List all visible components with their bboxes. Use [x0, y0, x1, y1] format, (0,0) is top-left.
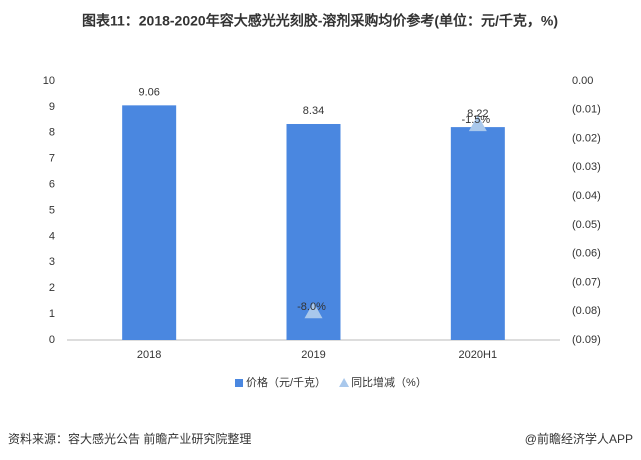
data-label: -8.0% — [297, 301, 326, 313]
data-label: 8.22 — [467, 108, 488, 120]
y-tick-label: 8 — [49, 127, 55, 139]
legend-label: 同比增减（%） — [351, 375, 427, 389]
legend-label: 价格（元/千克） — [246, 375, 326, 389]
data-label: 8.34 — [303, 105, 324, 117]
y-tick-label: 2 — [49, 282, 55, 294]
y-tick-label: 6 — [49, 179, 55, 191]
marker — [304, 302, 323, 319]
y2-tick-label: (0.03) — [572, 161, 601, 173]
x-tick-label: 2018 — [137, 349, 161, 361]
legend-swatch — [235, 379, 243, 387]
marker — [468, 115, 487, 132]
y2-tick-label: (0.08) — [572, 305, 601, 317]
y-tick-label: 1 — [49, 308, 55, 320]
y2-tick-label: 0.00 — [572, 75, 593, 87]
y-tick-label: 10 — [43, 75, 55, 87]
y2-tick-label: (0.02) — [572, 132, 601, 144]
y2-tick-label: (0.07) — [572, 276, 601, 288]
y2-tick-label: (0.04) — [572, 190, 601, 202]
y-tick-label: 5 — [49, 204, 55, 216]
y2-tick-label: (0.09) — [572, 334, 601, 346]
y-tick-label: 3 — [49, 256, 55, 268]
data-label: 9.06 — [138, 86, 159, 98]
y-tick-label: 0 — [49, 334, 55, 346]
y2-tick-label: (0.01) — [572, 104, 601, 116]
y-tick-label: 9 — [49, 101, 55, 113]
y-tick-label: 7 — [49, 153, 55, 165]
x-tick-label: 2020H1 — [459, 349, 498, 361]
y-tick-label: 4 — [49, 230, 55, 242]
x-tick-label: 2019 — [301, 349, 325, 361]
y2-tick-label: (0.06) — [572, 248, 601, 260]
bar — [450, 127, 505, 341]
y2-tick-label: (0.05) — [572, 219, 601, 231]
credit: @前瞻经济学人APP — [525, 431, 633, 446]
source: 资料来源：容大感光公告 前瞻产业研究院整理 — [8, 431, 251, 446]
chart-title: 图表11：2018-2020年容大感光光刻胶-溶剂采购均价参考(单位：元/千克，… — [82, 13, 558, 29]
data-label: -1.5% — [461, 114, 490, 126]
legend-swatch — [339, 378, 350, 387]
bar — [122, 105, 177, 340]
